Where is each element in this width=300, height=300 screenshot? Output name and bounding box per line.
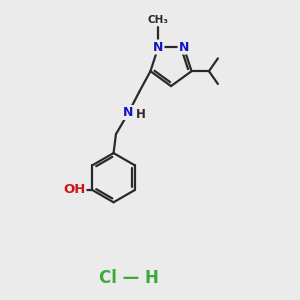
Text: Cl — H: Cl — H	[99, 269, 159, 287]
Text: N: N	[123, 106, 134, 119]
Text: CH₃: CH₃	[148, 15, 169, 25]
Text: N: N	[178, 40, 189, 53]
Text: OH: OH	[63, 184, 86, 196]
Text: N: N	[153, 40, 164, 53]
Text: H: H	[136, 109, 146, 122]
